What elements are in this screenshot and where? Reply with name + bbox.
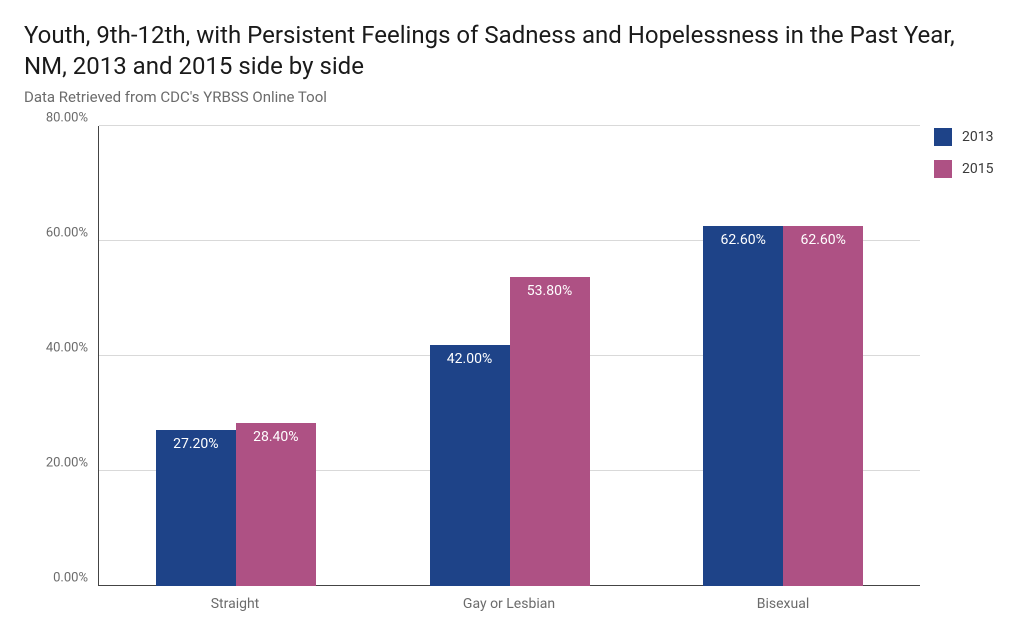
legend-item-2015: 2015 bbox=[934, 160, 1000, 178]
bar-value-label: 62.60% bbox=[720, 232, 765, 248]
x-axis-label: Straight bbox=[98, 586, 372, 612]
chart-subtitle: Data Retrieved from CDC's YRBSS Online T… bbox=[24, 88, 1000, 106]
bar-2013: 42.00% bbox=[430, 345, 510, 587]
bar-2015: 53.80% bbox=[510, 277, 590, 586]
x-axis-label: Bisexual bbox=[646, 586, 920, 612]
bar-group-bisexual: 62.60% 62.60% bbox=[646, 126, 920, 586]
bar-value-label: 27.20% bbox=[173, 436, 218, 452]
bar-2015: 62.60% bbox=[783, 226, 863, 586]
ytick-label: 40.00% bbox=[46, 341, 88, 356]
bar-group-straight: 27.20% 28.40% bbox=[99, 126, 373, 586]
ytick-label: 0.00% bbox=[53, 571, 88, 586]
bar-value-label: 28.40% bbox=[253, 429, 298, 445]
bar-value-label: 42.00% bbox=[447, 351, 492, 367]
x-axis: Straight Gay or Lesbian Bisexual bbox=[98, 586, 920, 612]
legend-label: 2015 bbox=[962, 161, 993, 177]
ytick-label: 20.00% bbox=[46, 456, 88, 471]
legend-label: 2013 bbox=[962, 129, 993, 145]
y-axis: 0.00% 20.00% 40.00% 60.00% 80.00% bbox=[24, 126, 98, 586]
bar-2013: 27.20% bbox=[156, 430, 236, 586]
bar-group-gay-lesbian: 42.00% 53.80% bbox=[373, 126, 647, 586]
bar-groups: 27.20% 28.40% 42.00% 53.80% bbox=[99, 126, 920, 586]
legend-swatch bbox=[934, 160, 952, 178]
bar-2015: 28.40% bbox=[236, 423, 316, 586]
ytick-label: 60.00% bbox=[46, 226, 88, 241]
chart-title: Youth, 9th-12th, with Persistent Feeling… bbox=[24, 20, 1000, 82]
plot-row: 0.00% 20.00% 40.00% 60.00% 80.00% 27.20%… bbox=[24, 126, 1000, 586]
legend: 2013 2015 bbox=[920, 126, 1000, 586]
legend-item-2013: 2013 bbox=[934, 128, 1000, 146]
chart-container: Youth, 9th-12th, with Persistent Feeling… bbox=[24, 20, 1000, 613]
bar-2013: 62.60% bbox=[703, 226, 783, 586]
x-axis-label: Gay or Lesbian bbox=[372, 586, 646, 612]
bar-value-label: 62.60% bbox=[800, 232, 845, 248]
legend-swatch bbox=[934, 128, 952, 146]
plot-area: 27.20% 28.40% 42.00% 53.80% bbox=[98, 126, 920, 586]
bar-value-label: 53.80% bbox=[527, 283, 572, 299]
ytick-label: 80.00% bbox=[46, 111, 88, 126]
